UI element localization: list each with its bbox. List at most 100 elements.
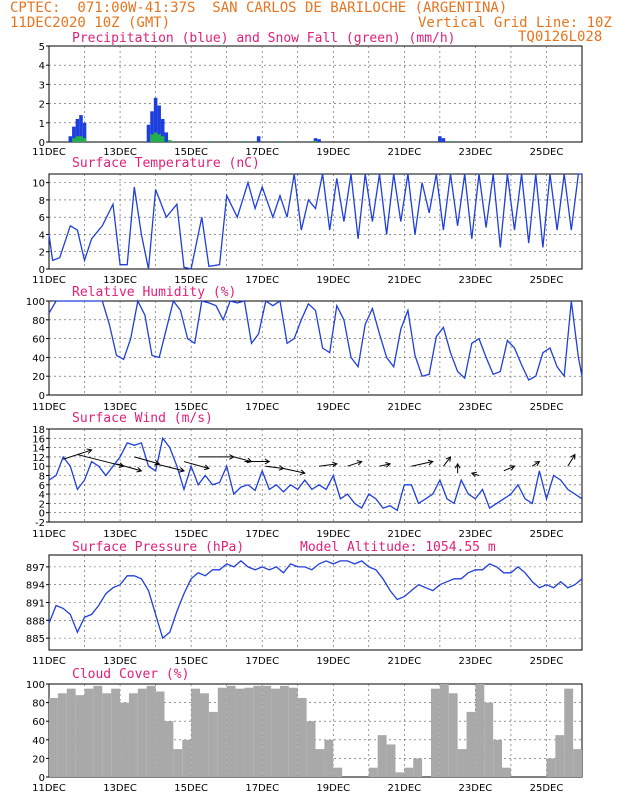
snow-bar: [242, 141, 247, 142]
panel-frame: [48, 45, 583, 143]
cloud-bar: [413, 758, 423, 777]
snow-bar: [278, 141, 282, 142]
wind-arrow-head: [179, 467, 186, 473]
x-tick-label: 21DEC: [387, 529, 421, 540]
y-tick-label: 2: [39, 100, 45, 111]
cloud-bar: [493, 739, 503, 777]
x-tick-label: 23DEC: [459, 147, 493, 158]
cloud-bar: [502, 767, 511, 777]
x-tick-label: 15DEC: [174, 275, 208, 286]
wind-arrow: [116, 463, 142, 472]
panel-title: Surface Wind (m/s): [72, 411, 213, 426]
cloud-bar: [200, 693, 209, 777]
x-tick-label: 25DEC: [530, 402, 564, 413]
y-tick-label: 0: [39, 391, 45, 402]
precip-bar: [157, 105, 161, 142]
cloud-bar: [66, 688, 76, 777]
x-tick-label: 13DEC: [103, 656, 137, 667]
cloud-bar: [377, 735, 387, 777]
x-tick-label: 25DEC: [530, 656, 564, 667]
precip-bar: [150, 111, 154, 142]
cloud-bar: [182, 739, 192, 777]
cloud-bar: [404, 767, 414, 777]
y-tick-label: 20: [32, 372, 45, 383]
precip-bar: [256, 136, 261, 142]
panel-title: Relative Humidity (%): [72, 285, 236, 300]
wind-arrow: [379, 463, 391, 467]
y-tick-label: 16: [32, 434, 45, 445]
y-tick-label: 18: [32, 425, 45, 436]
cloud-bar: [102, 693, 112, 777]
x-tick-label: 15DEC: [174, 402, 208, 413]
cloud-bar: [226, 685, 236, 777]
wind-arrow: [411, 461, 433, 467]
x-tick-label: 17DEC: [245, 402, 279, 413]
precip-bar: [68, 136, 73, 142]
wind-arrow-head: [86, 448, 93, 454]
cloud-bar: [217, 687, 227, 777]
wind-arrow: [77, 454, 124, 467]
x-tick-label: 19DEC: [316, 783, 350, 794]
cloud-bar: [333, 767, 343, 777]
snow-bar: [72, 138, 76, 142]
x-tick-label: 23DEC: [459, 275, 493, 286]
wind-arrow-head: [427, 459, 434, 466]
x-tick-label: 21DEC: [387, 402, 421, 413]
y-tick-label: 80: [32, 699, 45, 710]
cloud-bar: [457, 749, 467, 777]
x-tick-label: 15DEC: [174, 656, 208, 667]
wind-arrow: [283, 468, 305, 474]
x-tick-label: 13DEC: [103, 783, 137, 794]
y-tick-label: 5: [39, 42, 45, 53]
y-tick-label: 888: [26, 616, 45, 627]
x-tick-label: 23DEC: [459, 402, 493, 413]
cloud-bar: [235, 688, 245, 777]
series-line: [48, 436, 583, 512]
wind-arrow: [531, 461, 540, 467]
x-tick-label: 25DEC: [530, 783, 564, 794]
wind-arrow-head: [264, 458, 271, 465]
wind-arrow-head: [331, 461, 338, 468]
x-tick-label: 11DEC: [32, 402, 66, 413]
cloud-bar: [137, 688, 147, 777]
x-tick-label: 19DEC: [316, 275, 350, 286]
y-tick-label: -2: [35, 518, 45, 529]
y-tick-label: 8: [39, 472, 45, 483]
y-tick-label: 891: [26, 599, 45, 610]
cloud-bar: [120, 702, 129, 777]
snow-bar: [82, 138, 87, 142]
x-tick-label: 11DEC: [32, 783, 66, 794]
header-line2-right: Vertical Grid Line: 10Z: [418, 15, 612, 31]
wind-arrow: [233, 456, 252, 463]
x-tick-label: 25DEC: [530, 147, 564, 158]
panel-title: Cloud Cover (%): [72, 667, 189, 682]
wind-arrow-head: [534, 460, 541, 467]
snow-bar: [150, 134, 154, 142]
x-tick-label: 13DEC: [103, 529, 137, 540]
cloud-bar: [111, 688, 121, 777]
x-tick-label: 11DEC: [32, 275, 66, 286]
cloud-bar: [253, 685, 263, 777]
cloud-bar: [368, 767, 378, 777]
cloud-bar: [244, 687, 254, 777]
cloud-bar: [315, 749, 325, 777]
series-line: [48, 173, 582, 270]
y-tick-label: 60: [32, 335, 45, 346]
wind-arrow-head: [385, 461, 392, 468]
precip-bar: [75, 118, 80, 142]
cloud-bar: [271, 688, 280, 777]
cloud-bar: [466, 711, 476, 777]
x-tick-label: 21DEC: [387, 147, 421, 158]
y-tick-label: 885: [26, 634, 45, 645]
series-line: [48, 298, 583, 381]
cloud-bar: [75, 695, 85, 777]
cloud-bar: [573, 749, 582, 777]
y-tick-label: 2: [39, 499, 45, 510]
precip-bar: [79, 115, 83, 142]
precip-bar: [160, 118, 165, 142]
cloud-bar: [546, 758, 556, 777]
header-line3-right: TQ0126L028: [518, 29, 603, 45]
cloud-bar: [146, 685, 156, 777]
cloud-bar: [128, 693, 138, 777]
